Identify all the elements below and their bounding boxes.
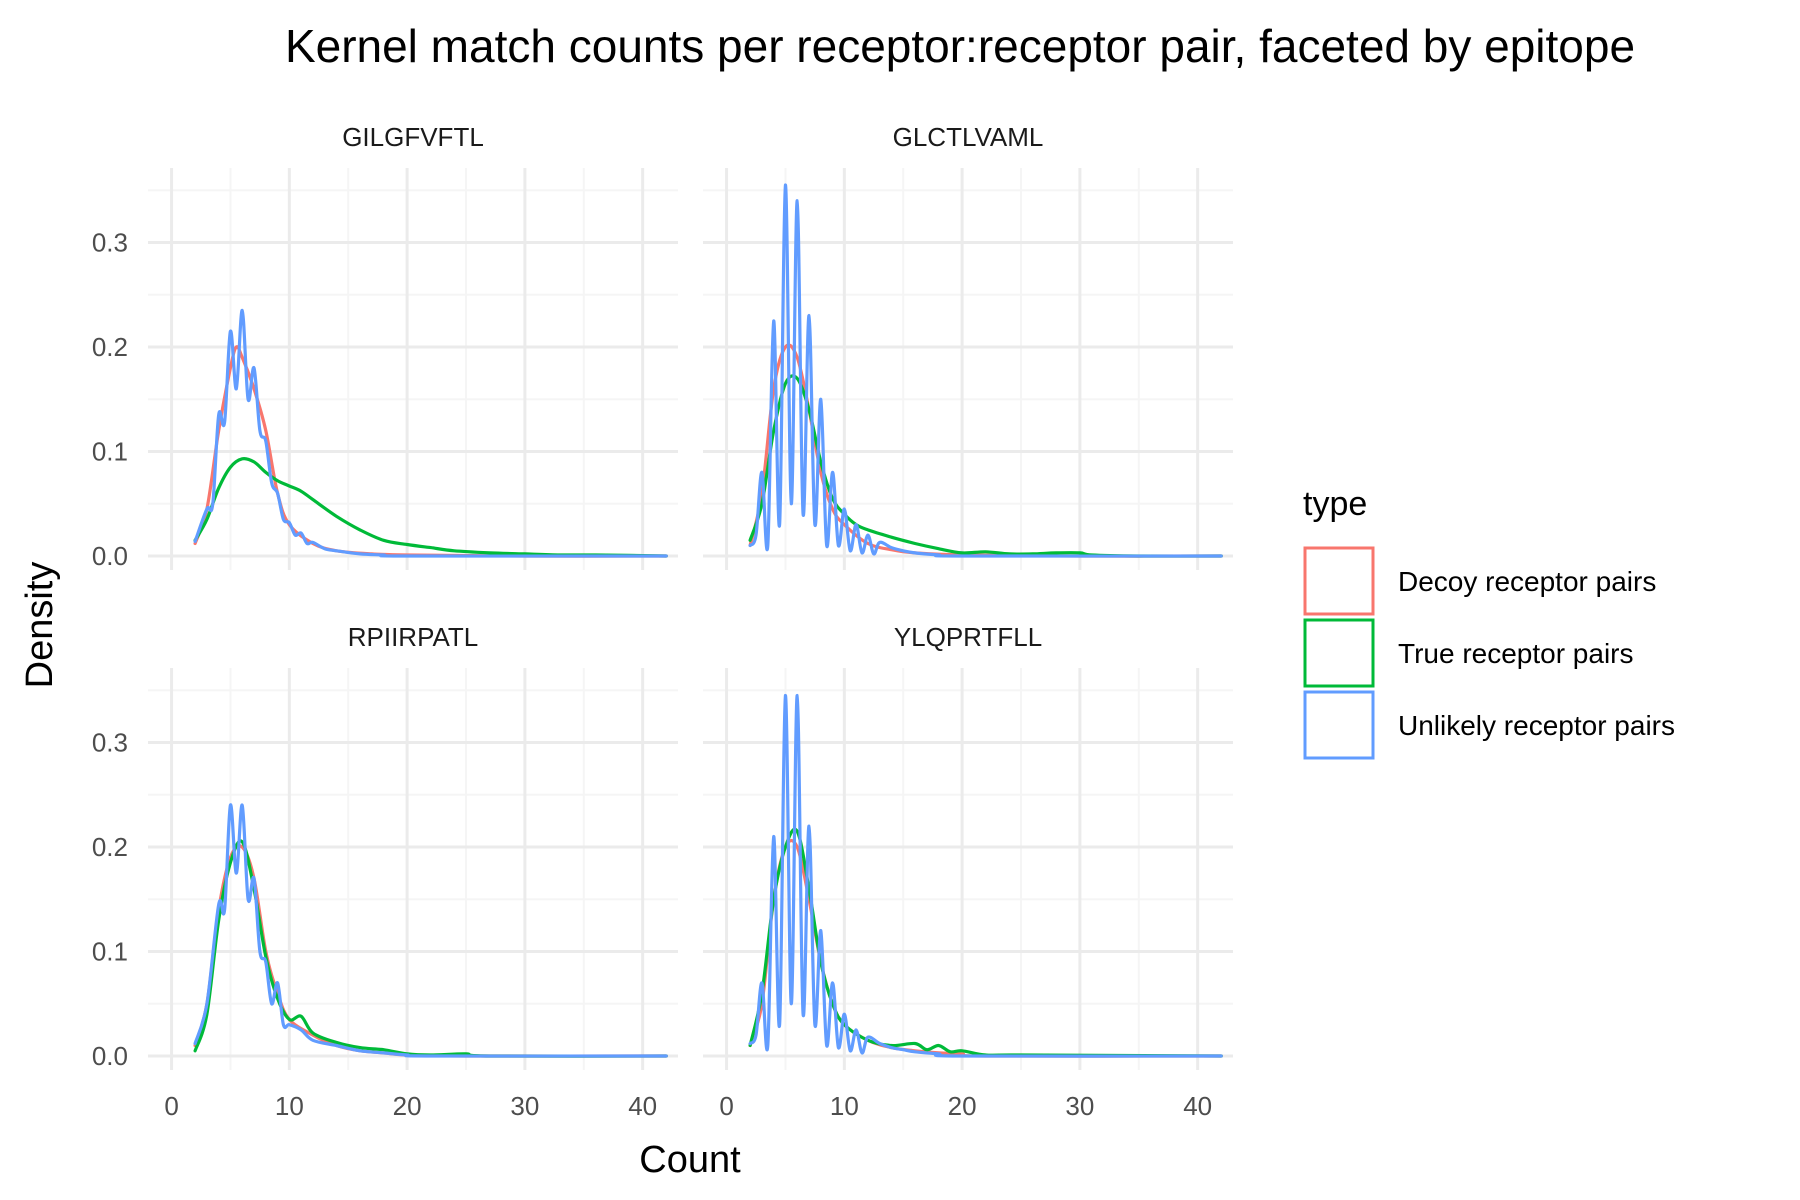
facet-strip-label: GLCTLVAML xyxy=(893,122,1044,152)
facet-panel-rpiirpatl: RPIIRPATL 0.0 0.1 0.2 0.3 0 10 20 30 40 xyxy=(92,622,678,1121)
legend-label-unlikely-receptor-pairs: Unlikely receptor pairs xyxy=(1398,710,1675,741)
series-line-unlikely-receptor-pairs xyxy=(748,693,1223,1058)
series-line-true-receptor-pairs xyxy=(748,827,1223,1058)
x-tick-label: 0 xyxy=(164,1091,178,1121)
legend-key-decoy-receptor-pairs xyxy=(1303,546,1375,616)
x-tick-label: 40 xyxy=(628,1091,657,1121)
series-line-unlikely-receptor-pairs xyxy=(193,803,668,1058)
legend-label-decoy-receptor-pairs: Decoy receptor pairs xyxy=(1398,566,1656,597)
x-tick-label: 20 xyxy=(948,1091,977,1121)
series-line-true-receptor-pairs xyxy=(193,839,668,1058)
y-tick-label: 0.3 xyxy=(92,228,128,258)
x-tick-label: 10 xyxy=(830,1091,859,1121)
y-tick-label: 0.0 xyxy=(92,1041,128,1071)
series-line-unlikely-receptor-pairs xyxy=(748,183,1223,558)
facet-strip-label: GILGFVFTL xyxy=(342,122,484,152)
x-tick-label: 20 xyxy=(393,1091,422,1121)
legend-key-unlikely-receptor-pairs xyxy=(1303,690,1375,760)
x-tick-label: 10 xyxy=(275,1091,304,1121)
chart-title: Kernel match counts per receptor:recepto… xyxy=(285,20,1635,72)
y-tick-label: 0.1 xyxy=(92,937,128,967)
facet-panel-glctlvaml: GLCTLVAML xyxy=(703,122,1233,570)
series-line-unlikely-receptor-pairs xyxy=(193,308,668,558)
y-tick-label: 0.2 xyxy=(92,332,128,362)
y-axis-title: Density xyxy=(19,562,61,689)
legend-label-true-receptor-pairs: True receptor pairs xyxy=(1398,638,1634,669)
y-tick-label: 0.3 xyxy=(92,728,128,758)
legend-key-true-receptor-pairs xyxy=(1303,618,1375,688)
x-tick-label: 40 xyxy=(1183,1091,1212,1121)
facet-strip-label: RPIIRPATL xyxy=(348,622,479,652)
x-axis-title: Count xyxy=(639,1139,741,1181)
y-tick-label: 0.2 xyxy=(92,832,128,862)
facet-strip-label: YLQPRTFLL xyxy=(894,622,1042,652)
facet-panels: GILGFVFTL 0.0 0.1 0.2 0.3 GLCTLVAML RPIIRPATL 0… xyxy=(92,122,1233,1121)
legend: type Decoy receptor pairs True receptor p… xyxy=(1303,485,1675,760)
legend-title: type xyxy=(1303,485,1367,523)
facet-panel-ylqprtfll: YLQPRTFLL 0 10 20 30 40 xyxy=(703,622,1233,1121)
y-tick-label: 0.0 xyxy=(92,541,128,571)
x-tick-label: 30 xyxy=(1065,1091,1094,1121)
x-tick-label: 0 xyxy=(719,1091,733,1121)
series-line-true-receptor-pairs xyxy=(193,456,668,558)
x-tick-label: 30 xyxy=(510,1091,539,1121)
y-tick-label: 0.1 xyxy=(92,437,128,467)
facet-panel-gilgfvftl: GILGFVFTL 0.0 0.1 0.2 0.3 xyxy=(92,122,678,571)
